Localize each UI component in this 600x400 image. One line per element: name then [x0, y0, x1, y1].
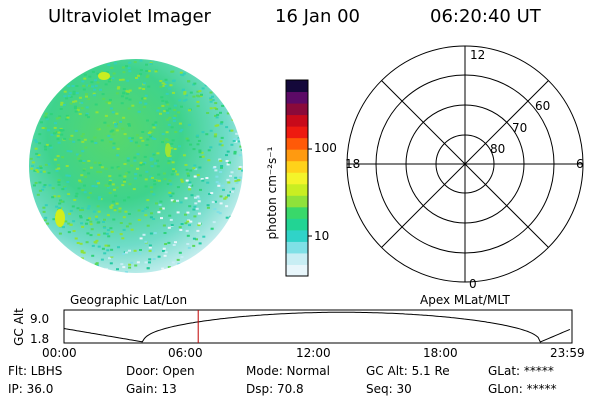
status-mode: Mode: Normal	[246, 364, 330, 378]
colorbar-segment	[286, 264, 308, 277]
colorbar-segment	[286, 195, 308, 208]
bright-spot	[98, 72, 110, 80]
bright-spot	[165, 143, 171, 157]
colorbar-segment	[286, 218, 308, 231]
colorbar-segment	[286, 252, 308, 265]
x-tick-0600: 06:00	[168, 346, 203, 360]
altitude-timeline	[63, 309, 573, 344]
image-speckle-layer	[29, 59, 243, 273]
colorbar-segment	[286, 137, 308, 150]
colorbar-segment	[286, 229, 308, 242]
x-tick-1800: 18:00	[423, 346, 458, 360]
lat-label-60: 60	[535, 99, 550, 113]
mlt-label-0: 0	[469, 277, 477, 291]
status-glon: GLon: *****	[488, 382, 557, 396]
lat-label-80: 80	[490, 142, 505, 156]
colorbar-segment	[286, 206, 308, 219]
polar-axis-diagonal	[381, 80, 549, 248]
app-title: Ultraviolet Imager	[48, 6, 211, 27]
timeline-frame	[63, 309, 573, 344]
status-filter: Flt: LBHS	[8, 364, 63, 378]
status-gain: Gain: 13	[126, 382, 177, 396]
colorbar-segment	[286, 149, 308, 162]
y-tick-bottom: 1.8	[30, 332, 50, 346]
colorbar-unit-label: photon cm⁻²s⁻¹	[265, 146, 279, 240]
colorbar-segment	[286, 160, 308, 173]
status-seq: Seq: 30	[366, 382, 412, 396]
color-scale-bar	[285, 79, 312, 277]
mlt-label-18: 18	[345, 157, 360, 171]
earth-disk	[29, 59, 243, 273]
colorbar-segment	[286, 114, 308, 127]
colorbar-segment	[286, 80, 308, 93]
polar-plot: 12 18 6 0 60 70 80	[345, 45, 584, 291]
lat-label-70: 70	[512, 121, 527, 135]
gc-alt-axis-label: GC Alt	[12, 308, 26, 346]
geographic-label: Geographic Lat/Lon	[70, 293, 188, 307]
mlt-label-12: 12	[470, 48, 485, 62]
colorbar-segment	[286, 241, 308, 254]
apex-label: Apex MLat/MLT	[420, 293, 510, 307]
y-tick-top: 9.0	[30, 312, 50, 326]
colorbar-segment	[286, 126, 308, 139]
status-ip: IP: 36.0	[8, 382, 54, 396]
status-gc-alt: GC Alt: 5.1 Re	[366, 364, 450, 378]
status-dsp: Dsp: 70.8	[246, 382, 304, 396]
colorbar-segment	[286, 172, 308, 185]
status-glat: GLat: *****	[488, 364, 554, 378]
colorbar-tick-100: 100	[314, 141, 337, 155]
time-label: 06:20:40 UT	[430, 6, 541, 27]
colorbar-segment	[286, 103, 308, 116]
status-door: Door: Open	[126, 364, 195, 378]
x-tick-0000: 00:00	[42, 346, 77, 360]
date-label: 16 Jan 00	[275, 6, 360, 27]
x-tick-1200: 12:00	[296, 346, 331, 360]
altitude-curve	[63, 311, 571, 343]
colorbar-segment	[286, 91, 308, 104]
colorbar-segment	[286, 183, 308, 196]
mlt-label-6: 6	[576, 157, 584, 171]
x-tick-2359: 23:59	[550, 346, 585, 360]
bright-spot	[55, 209, 65, 227]
colorbar-tick-10: 10	[314, 229, 330, 243]
